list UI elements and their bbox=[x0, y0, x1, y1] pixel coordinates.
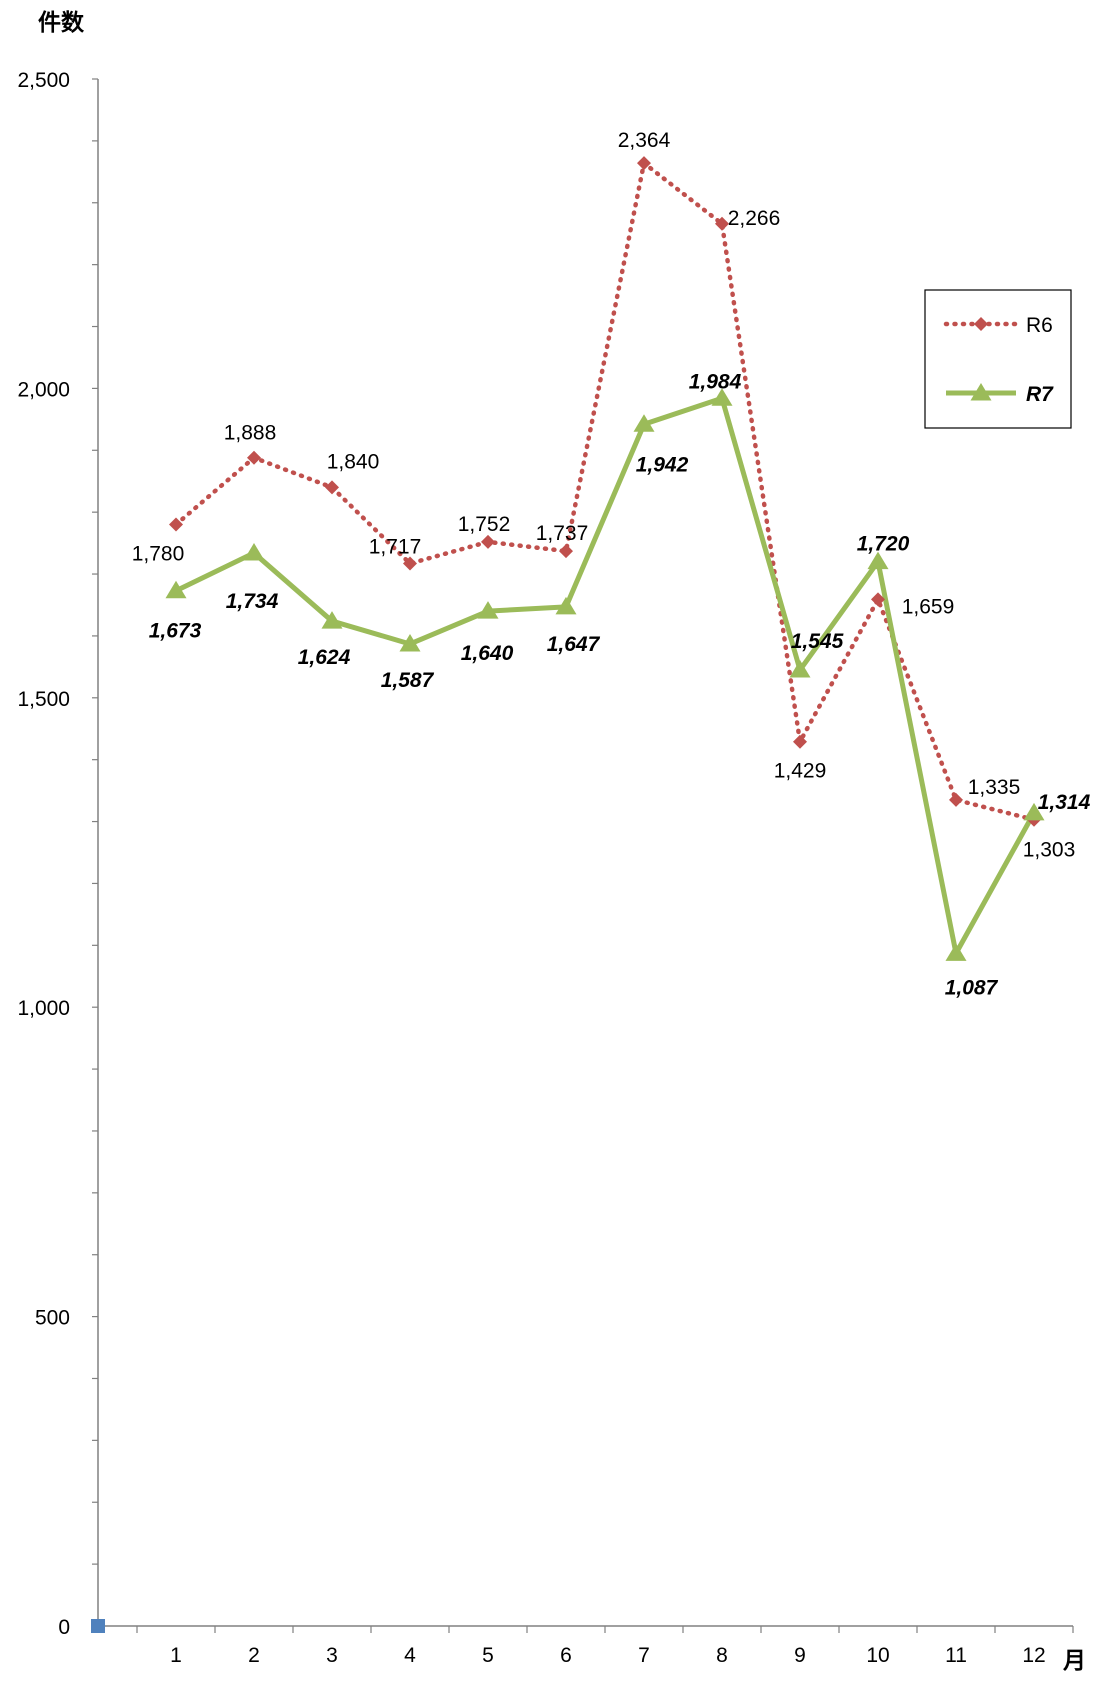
data-label-r6: 1,737 bbox=[536, 522, 589, 545]
data-point-r7 bbox=[399, 633, 421, 652]
data-label-r7: 1,647 bbox=[547, 633, 601, 656]
data-point-r6 bbox=[793, 734, 807, 749]
y-tick-label: 500 bbox=[35, 1307, 70, 1330]
data-point-r7 bbox=[867, 551, 889, 570]
data-label-r6: 1,429 bbox=[774, 760, 827, 783]
data-label-r6: 1,840 bbox=[327, 450, 380, 473]
data-label-r6: 1,717 bbox=[369, 536, 422, 559]
data-point-r7 bbox=[555, 596, 577, 615]
data-point-r7 bbox=[321, 611, 343, 629]
data-label-r7: 1,624 bbox=[298, 646, 351, 669]
legend-label-r6: R6 bbox=[1026, 314, 1053, 337]
data-point-r6 bbox=[871, 592, 885, 607]
y-axis-title: 件数 bbox=[38, 10, 85, 36]
data-point-r6 bbox=[637, 156, 651, 171]
data-point-r7 bbox=[477, 601, 499, 619]
x-tick-label: 7 bbox=[638, 1644, 650, 1667]
legend-marker-r6 bbox=[974, 317, 988, 331]
origin-marker bbox=[91, 1619, 105, 1633]
data-point-r6 bbox=[403, 556, 417, 571]
legend-box bbox=[924, 289, 1072, 429]
data-label-r7: 1,942 bbox=[636, 453, 689, 476]
data-label-r6: 1,780 bbox=[132, 543, 185, 566]
x-tick-label: 12 bbox=[1022, 1644, 1045, 1667]
data-label-r6: 1,752 bbox=[458, 513, 511, 536]
x-tick-label: 4 bbox=[404, 1644, 416, 1667]
data-point-r7 bbox=[243, 543, 265, 561]
data-label-r7: 1,734 bbox=[226, 590, 279, 613]
data-point-r7 bbox=[165, 580, 187, 599]
y-tick-label: 0 bbox=[58, 1616, 70, 1639]
data-point-r6 bbox=[949, 792, 963, 807]
data-label-r6: 2,266 bbox=[728, 207, 781, 230]
x-tick-label: 3 bbox=[326, 1644, 338, 1667]
data-label-r7: 1,545 bbox=[791, 630, 844, 653]
x-tick-label: 8 bbox=[716, 1644, 728, 1667]
data-label-r7: 1,587 bbox=[381, 669, 435, 692]
data-label-r6: 1,888 bbox=[224, 422, 277, 445]
series-line-r7 bbox=[174, 395, 1037, 956]
x-tick-label: 1 bbox=[170, 1644, 182, 1667]
data-point-r7 bbox=[633, 414, 655, 432]
y-tick-label: 1,500 bbox=[17, 688, 70, 711]
y-tick-label: 1,000 bbox=[17, 997, 70, 1020]
data-label-r6: 1,335 bbox=[968, 776, 1021, 799]
y-tick-label: 2,000 bbox=[17, 378, 70, 401]
legend: R6 R7 bbox=[924, 289, 1072, 429]
x-tick-label: 11 bbox=[945, 1644, 967, 1667]
data-label-r7: 1,673 bbox=[149, 620, 202, 643]
data-labels: 1,780 1,888 1,840 1,717 1,752 1,737 2,364 2,266… bbox=[132, 129, 1091, 999]
x-tick-label: 2 bbox=[248, 1644, 260, 1667]
x-axis-title: 月 bbox=[1062, 1648, 1086, 1674]
series-layer bbox=[165, 156, 1045, 961]
data-point-r6 bbox=[325, 480, 339, 495]
data-point-r6 bbox=[559, 544, 573, 559]
data-label-r7: 1,314 bbox=[1038, 791, 1091, 814]
data-point-r7 bbox=[789, 659, 811, 678]
x-tick-label: 6 bbox=[560, 1644, 572, 1667]
data-label-r6: 1,659 bbox=[902, 595, 955, 618]
legend-marker-r7 bbox=[970, 383, 992, 401]
y-tick-label: 2,500 bbox=[17, 69, 70, 92]
axes bbox=[91, 79, 1073, 1633]
data-point-r7 bbox=[1023, 802, 1045, 821]
data-point-r6 bbox=[481, 534, 495, 549]
data-label-r6: 2,364 bbox=[618, 129, 671, 152]
x-tick-label: 10 bbox=[866, 1644, 889, 1667]
data-label-r7: 1,720 bbox=[857, 533, 910, 556]
y-axis-ticks: 0 500 1,000 1,500 2,000 2,500 bbox=[17, 69, 98, 1639]
data-point-r6 bbox=[169, 517, 183, 532]
data-point-r6 bbox=[715, 216, 729, 231]
data-label-r6: 1,303 bbox=[1023, 839, 1076, 862]
x-axis-ticks: 1 2 3 4 5 6 7 8 9 10 11 12 bbox=[136, 1626, 1074, 1667]
series-line-r6 bbox=[173, 160, 1037, 822]
data-point-r7 bbox=[945, 943, 967, 961]
data-label-r7: 1,640 bbox=[461, 642, 514, 665]
data-point-r7 bbox=[711, 388, 733, 406]
data-point-r6 bbox=[247, 450, 261, 465]
x-tick-label: 5 bbox=[482, 1644, 494, 1667]
x-tick-label: 9 bbox=[794, 1644, 806, 1667]
legend-label-r7: R7 bbox=[1026, 383, 1054, 406]
data-label-r7: 1,087 bbox=[945, 976, 999, 999]
data-label-r7: 1,984 bbox=[689, 370, 742, 393]
